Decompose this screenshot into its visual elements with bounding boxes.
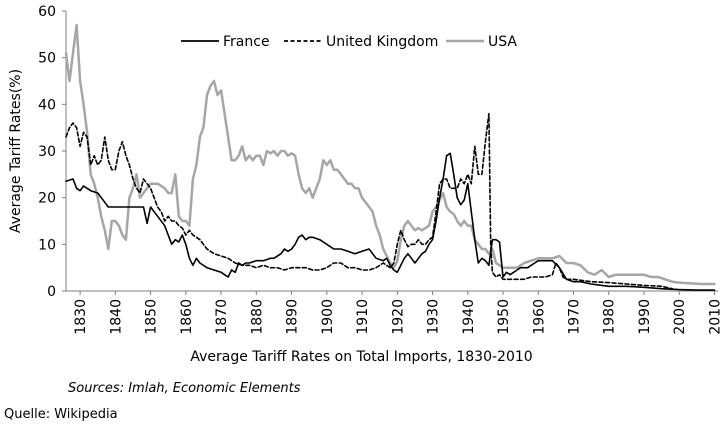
x-tick-label: 1980 — [602, 299, 618, 335]
x-tick-label: 1950 — [496, 299, 512, 335]
x-tick-label: 2010 — [707, 299, 723, 335]
x-tick-label: 1860 — [179, 299, 195, 335]
y-tick-label: 40 — [38, 97, 56, 113]
x-tick-label: 1830 — [73, 299, 89, 335]
sources-note: Sources: Imlah, Economic Elements — [68, 381, 301, 396]
legend-label-united-kingdom: United Kingdom — [326, 34, 438, 50]
x-tick-label: 1910 — [355, 299, 371, 335]
x-tick-label: 1840 — [108, 299, 124, 335]
x-tick-label: 1920 — [390, 299, 406, 335]
y-tick-label: 0 — [47, 284, 56, 300]
y-tick-label: 50 — [38, 51, 56, 67]
x-tick-label: 1940 — [461, 299, 477, 335]
x-tick-label: 1870 — [214, 299, 230, 335]
x-tick-label: 2000 — [672, 299, 688, 335]
x-tick-label: 1850 — [144, 299, 160, 335]
legend-label-france: France — [223, 34, 270, 50]
x-tick-label: 1890 — [285, 299, 301, 335]
tariff-line-chart: 0 10 20 30 40 50 60 1830 1840 1850 1860 1870 1880 189… — [8, 4, 723, 335]
y-tick-label: 30 — [38, 144, 56, 160]
axes: 0 10 20 30 40 50 60 1830 1840 1850 1860 1870 1880 189… — [38, 4, 723, 335]
y-axis-label: Average Tariff Rates(%) — [8, 69, 24, 233]
chart-title: Average Tariff Rates on Total Imports, 1… — [190, 349, 533, 365]
quelle-note: Quelle: Wikipedia — [4, 407, 118, 422]
series-layer — [64, 23, 716, 291]
x-tick-label: 1970 — [567, 299, 583, 335]
series-line-united-kingdom — [65, 112, 673, 290]
x-tick-label: 1960 — [531, 299, 547, 335]
series-line-usa — [64, 23, 716, 286]
series-line-france — [65, 152, 716, 291]
y-tick-label: 20 — [38, 191, 56, 207]
legend-label-usa: USA — [488, 34, 517, 50]
y-tick-label: 10 — [38, 237, 56, 253]
x-tick-label: 1880 — [249, 299, 265, 335]
x-tick-label: 1900 — [320, 299, 336, 335]
legend: France United Kingdom USA — [181, 34, 517, 50]
y-tick-label: 60 — [38, 4, 56, 20]
x-tick-label: 1990 — [637, 299, 653, 335]
x-tick-label: 1930 — [426, 299, 442, 335]
